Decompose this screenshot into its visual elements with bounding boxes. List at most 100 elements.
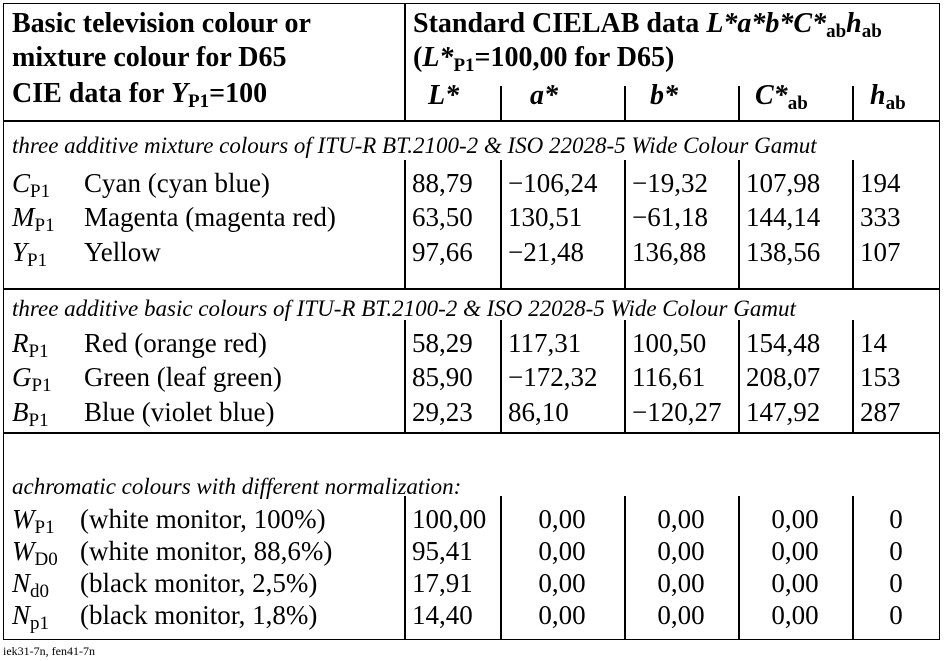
cell-h: 107 [860,237,901,267]
cell-a: 0,00 [538,568,586,598]
row-colour-name: (white monitor, 100%) [80,504,326,534]
cell-a: 0,00 [538,536,586,566]
header-right-line1-text: Standard CIELAB data [413,8,707,39]
row-symbol-letter: G [12,362,32,392]
row-colour-name: (white monitor, 88,6%) [80,536,333,566]
cell-C: 144,14 [746,202,821,232]
row-symbol-sub: d0 [30,581,50,602]
row-symbol-sub: P1 [30,181,51,202]
header-col-tick [738,86,740,120]
header-col-tick [500,86,502,120]
cell-a: 117,31 [508,328,582,358]
cell-L: 58,29 [412,328,473,358]
row-symbol: YP1 [12,239,47,271]
column-header-1: L* [428,82,459,110]
header-col-tick [852,86,854,120]
column-header-sub: ab [885,93,906,114]
column-divider [500,320,502,432]
cell-h: 0 [889,536,903,566]
cell-a: 86,10 [508,397,569,427]
section2-divider [3,432,940,434]
row-symbol-letter: W [12,504,35,534]
cell-a: −106,24 [508,168,598,198]
cell-h: 0 [889,568,903,598]
column-divider [404,320,406,432]
header-left-line3-suffix: =100 [209,78,268,109]
row-symbol-letter: B [12,397,29,427]
cell-C: 208,07 [746,362,821,392]
row-symbol: Nd0 [12,568,50,602]
header-left-line1: Basic television colour or [12,8,311,39]
column-header-2: a* [530,82,558,110]
cell-C: 0,00 [771,568,819,598]
header-left-line3: CIE data for YP1=100 [12,78,268,112]
row-colour-name: Blue (violet blue) [84,397,275,427]
section-title: achromatic colours with different normal… [12,474,462,499]
column-divider [852,496,854,640]
row-symbol-letter: R [12,328,29,358]
row-symbol-sub: P1 [28,410,49,431]
header-right-line1-sym: L*a*b*C* [706,8,827,39]
row-symbol-letter: N [12,600,31,630]
cell-a: 0,00 [538,600,586,630]
cell-L: 100,00 [412,504,487,534]
cell-C: 0,00 [771,600,819,630]
header-left-line3-prefix: CIE data for [12,78,171,109]
cell-b: 0,00 [657,504,705,534]
cell-L: 17,91 [412,568,473,598]
cell-b: 136,88 [632,237,707,267]
column-header-sym: a* [530,80,558,111]
cell-L: 29,23 [412,397,473,427]
header-right-line2-rest: =100,00 for D65) [474,42,675,73]
cell-C: 0,00 [771,536,819,566]
row-symbol-sub: P1 [34,517,55,538]
column-header-sym: h [870,80,886,111]
column-divider [852,160,854,288]
cell-L: 85,90 [412,362,473,392]
cell-h: 0 [889,504,903,534]
row-colour-name: Green (leaf green) [84,362,282,392]
column-divider [500,160,502,288]
cell-b: 100,50 [632,328,707,358]
cell-a: −172,32 [508,362,598,392]
row-colour-name: Magenta (magenta red) [84,202,336,232]
cell-L: 88,79 [412,168,473,198]
header-divider [3,120,940,122]
row-symbol-letter: C [12,168,31,198]
cell-h: 14 [860,328,887,358]
row-symbol: MP1 [12,204,55,236]
cell-L: 14,40 [412,600,473,630]
header-right-line1: Standard CIELAB data L*a*b*C*abhab [413,8,882,42]
row-symbol-sub: P1 [28,341,49,362]
row-symbol: RP1 [12,328,49,362]
header-left-line3-sub: P1 [188,91,210,112]
header-left-line2: mixture colour for D65 [12,42,287,73]
column-header-sym: L* [428,80,460,111]
column-header-sym: C* [755,80,788,111]
cell-b: 116,61 [632,362,706,392]
row-symbol-letter: N [12,568,31,598]
row-colour-name: (black monitor, 2,5%) [80,568,318,598]
cell-b: 0,00 [657,568,705,598]
row-symbol: GP1 [12,362,52,396]
cell-C: 147,92 [746,397,821,427]
cell-b: −120,27 [632,397,722,427]
row-colour-name: Cyan (cyan blue) [84,168,270,198]
cell-L: 97,66 [412,237,473,267]
row-symbol: CP1 [12,168,51,202]
header-right-line2-sub: P1 [453,55,475,76]
column-divider [500,496,502,640]
cell-h: 194 [860,168,901,198]
cell-h: 333 [860,202,901,232]
cell-h: 0 [889,600,903,630]
row-colour-name: Red (orange red) [84,328,267,358]
cell-a: −21,48 [508,237,584,267]
figure-id-footer: iek31-7n, fen41-7n [3,644,95,658]
section-title: three additive basic colours of ITU-R BT… [12,296,796,321]
column-divider [738,160,740,288]
row-symbol-sub: p1 [30,613,50,634]
column-header-5: hab [870,80,906,114]
cell-C: 107,98 [746,168,821,198]
cell-b: −19,32 [632,168,708,198]
table-frame [3,3,940,640]
